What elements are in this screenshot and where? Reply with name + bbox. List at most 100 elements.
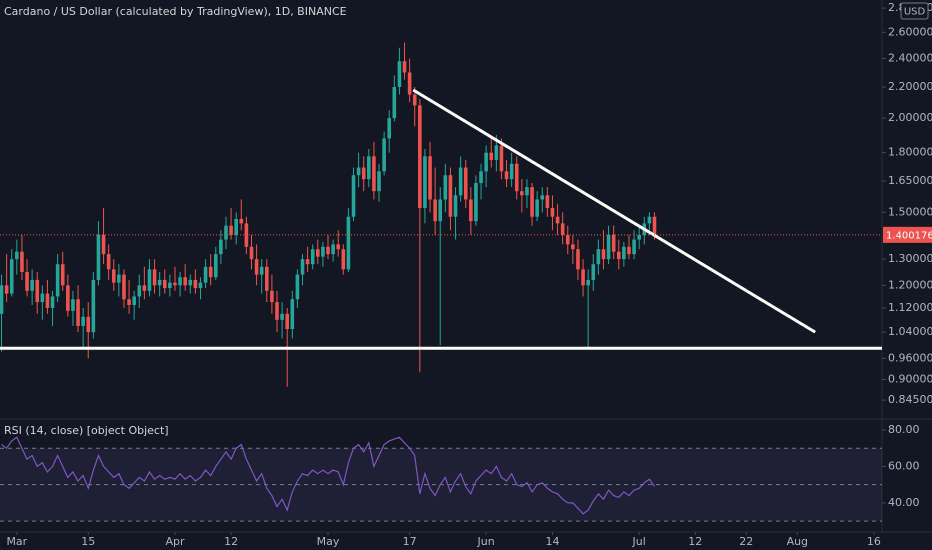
candle-body — [20, 251, 24, 272]
candle-body — [60, 264, 65, 286]
candle-body — [208, 266, 213, 278]
candle-body — [331, 244, 335, 255]
candle-body — [0, 285, 4, 314]
candle-body — [581, 269, 585, 286]
candle-body — [213, 254, 218, 278]
x-tick-label: Aug — [787, 535, 808, 548]
candle-body — [132, 296, 136, 305]
candle-body — [168, 282, 172, 289]
candle-body — [372, 156, 376, 192]
candle-body — [351, 175, 356, 217]
candle-body — [127, 299, 131, 305]
x-tick-label: 17 — [403, 535, 417, 548]
candle-body — [463, 167, 468, 200]
x-tick-label: May — [317, 535, 340, 548]
candle-body — [45, 293, 50, 308]
candle-body — [316, 249, 320, 257]
candle-body — [611, 234, 616, 252]
x-tick-label: Jun — [477, 535, 495, 548]
candle-body — [270, 290, 274, 303]
candle-body — [428, 156, 432, 200]
candle-body — [50, 296, 55, 308]
last-price-box — [883, 226, 932, 243]
candle-body — [438, 199, 443, 222]
candle-body — [9, 259, 14, 294]
candle-body — [106, 254, 111, 270]
candle-body — [178, 277, 182, 286]
candle-body — [81, 316, 85, 326]
y-tick-label: 0.84500000 — [888, 393, 932, 406]
candle-body — [122, 274, 126, 300]
candle-body — [412, 94, 417, 106]
candle-body — [479, 171, 483, 184]
y-tick-label: 1.30000000 — [888, 252, 932, 265]
currency-box — [900, 2, 929, 20]
candle-body — [453, 195, 458, 217]
candle-body — [489, 152, 494, 161]
candle-body — [290, 299, 295, 330]
candle-body — [402, 61, 407, 73]
candle-body — [652, 216, 657, 235]
y-tick-label: 1.50000000 — [888, 205, 932, 218]
candle-body — [326, 246, 330, 255]
candle-body — [637, 234, 641, 240]
candle-body — [219, 239, 223, 255]
candle-body — [341, 249, 346, 270]
candle-body — [96, 234, 101, 280]
rsi-line — [1, 436, 655, 515]
candle-body — [571, 244, 575, 250]
candle-body — [545, 195, 550, 208]
candle-body — [382, 138, 386, 172]
y-tick-label: 0.90000000 — [888, 372, 932, 385]
candle-body — [530, 187, 534, 217]
candle-body — [117, 274, 121, 283]
y-tick-label: 1.20000000 — [888, 278, 932, 291]
candle-body — [229, 225, 233, 235]
candle-body — [535, 199, 539, 217]
candle-body — [443, 175, 448, 200]
chart-title: Cardano / US Dollar (calculated by Tradi… — [4, 5, 347, 18]
candle-body — [601, 249, 606, 260]
candle-body — [448, 175, 453, 217]
x-tick-label: 22 — [739, 535, 753, 548]
rsi-y-tick-label: 40.00 — [888, 496, 920, 509]
candle-body — [188, 279, 193, 286]
y-tick-label: 2.20000000 — [888, 80, 932, 93]
candle-body — [239, 218, 244, 224]
candle-body — [494, 145, 499, 161]
candle-body — [224, 225, 228, 240]
candle-body — [474, 183, 478, 222]
candle-body — [285, 313, 289, 330]
x-tick-label: Jul — [632, 535, 646, 548]
candle-body — [173, 282, 177, 286]
candle-body — [147, 269, 152, 291]
indicator-title: RSI (14, close) [object Object] — [4, 424, 169, 437]
y-tick-label: 2.00000000 — [888, 111, 932, 124]
candle-body — [111, 269, 116, 283]
candle-body — [397, 61, 402, 87]
candle-body — [596, 249, 601, 265]
candle-body — [305, 259, 310, 265]
candle-body — [264, 266, 269, 291]
candle-body — [101, 234, 106, 255]
candle-body — [586, 279, 590, 286]
candle-body — [71, 299, 75, 311]
candle-body — [280, 313, 284, 320]
candle-body — [183, 277, 187, 286]
candle-body — [152, 269, 157, 286]
candle-body — [469, 199, 473, 222]
candle-body — [555, 216, 560, 224]
candle-body — [203, 266, 208, 283]
rsi-y-tick-label: 60.00 — [888, 459, 920, 472]
candle-body — [520, 191, 524, 196]
trendline — [412, 88, 816, 334]
candle-body — [525, 187, 529, 196]
candle-body — [514, 163, 519, 192]
candle-body — [4, 285, 9, 294]
candle-body — [387, 118, 392, 139]
last-price-label: 1.40017680 — [886, 230, 932, 241]
candle-body — [295, 274, 300, 300]
x-tick-label: 12 — [224, 535, 238, 548]
